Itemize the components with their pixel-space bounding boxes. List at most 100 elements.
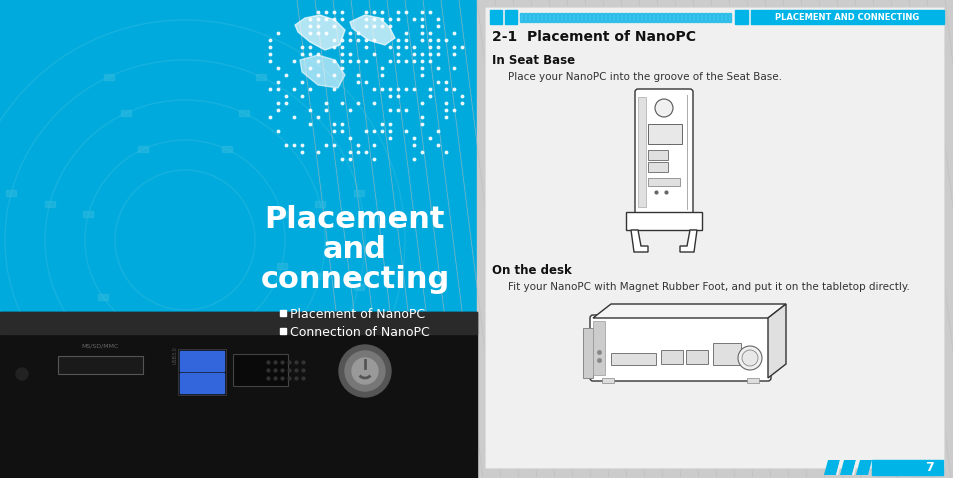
- Bar: [523, 13, 526, 22]
- Bar: [627, 13, 630, 22]
- Bar: [727, 13, 730, 22]
- Bar: [746, 378, 759, 383]
- Polygon shape: [582, 328, 593, 378]
- Bar: [679, 13, 682, 22]
- Text: Connection of NanoPC: Connection of NanoPC: [290, 326, 429, 339]
- Bar: [239, 110, 249, 116]
- Bar: [647, 162, 667, 172]
- Polygon shape: [823, 460, 840, 475]
- Bar: [656, 13, 659, 22]
- Bar: [314, 273, 325, 279]
- Bar: [593, 321, 604, 375]
- Bar: [58, 356, 143, 374]
- Bar: [610, 353, 656, 365]
- Bar: [178, 349, 226, 395]
- Bar: [607, 13, 610, 22]
- Bar: [237, 319, 247, 325]
- Bar: [283, 384, 293, 391]
- Bar: [536, 13, 538, 22]
- Bar: [723, 13, 726, 22]
- Bar: [579, 13, 582, 22]
- Circle shape: [16, 368, 28, 380]
- Text: 2-1  Placement of NanoPC: 2-1 Placement of NanoPC: [492, 30, 696, 44]
- Bar: [676, 13, 679, 22]
- Bar: [583, 13, 586, 22]
- Text: Placement: Placement: [265, 205, 445, 234]
- Bar: [587, 13, 590, 22]
- Bar: [121, 110, 131, 116]
- Bar: [663, 13, 666, 22]
- Bar: [104, 74, 113, 80]
- Bar: [619, 13, 622, 22]
- Bar: [567, 13, 571, 22]
- Bar: [504, 10, 517, 24]
- Bar: [599, 13, 602, 22]
- Bar: [871, 460, 942, 475]
- Bar: [280, 328, 286, 334]
- Bar: [0, 312, 476, 478]
- Text: Place your NanoPC into the groove of the Seat Base.: Place your NanoPC into the groove of the…: [507, 72, 781, 82]
- Circle shape: [338, 345, 391, 397]
- Bar: [519, 13, 522, 22]
- Bar: [625, 212, 701, 230]
- FancyBboxPatch shape: [484, 7, 944, 469]
- Text: In Seat Base: In Seat Base: [492, 54, 575, 67]
- Bar: [660, 350, 682, 364]
- Bar: [576, 13, 578, 22]
- Polygon shape: [855, 460, 871, 475]
- Bar: [623, 13, 626, 22]
- Bar: [314, 201, 325, 207]
- Bar: [354, 283, 363, 290]
- Text: PLACEMENT AND CONNECTING: PLACEMENT AND CONNECTING: [774, 12, 918, 22]
- Bar: [572, 13, 575, 22]
- Bar: [137, 146, 148, 152]
- Bar: [98, 294, 108, 300]
- Bar: [172, 337, 181, 343]
- Circle shape: [741, 350, 758, 366]
- Bar: [563, 13, 566, 22]
- Circle shape: [738, 346, 761, 370]
- Text: Fit your NanoPC with Magnet Rubber Foot, and put it on the tabletop directly.: Fit your NanoPC with Magnet Rubber Foot,…: [507, 282, 909, 292]
- Bar: [711, 13, 714, 22]
- Bar: [750, 10, 943, 24]
- Bar: [354, 190, 363, 196]
- Bar: [601, 378, 614, 383]
- Bar: [616, 13, 618, 22]
- Bar: [596, 13, 598, 22]
- Bar: [0, 312, 476, 334]
- Bar: [164, 416, 174, 423]
- Polygon shape: [593, 304, 785, 318]
- Polygon shape: [679, 230, 697, 252]
- Bar: [716, 13, 719, 22]
- Bar: [647, 150, 667, 160]
- Bar: [559, 13, 562, 22]
- Bar: [552, 13, 555, 22]
- Bar: [556, 13, 558, 22]
- Bar: [647, 13, 650, 22]
- FancyBboxPatch shape: [635, 89, 692, 215]
- Bar: [65, 317, 75, 323]
- Bar: [671, 13, 675, 22]
- Bar: [527, 13, 531, 22]
- Polygon shape: [851, 460, 857, 475]
- Bar: [696, 13, 699, 22]
- Bar: [0, 0, 476, 478]
- Bar: [83, 211, 93, 217]
- Bar: [687, 13, 690, 22]
- Bar: [647, 178, 679, 186]
- Bar: [712, 343, 740, 365]
- Polygon shape: [840, 460, 855, 475]
- Bar: [547, 13, 551, 22]
- Bar: [647, 124, 681, 144]
- Bar: [700, 13, 702, 22]
- Bar: [703, 13, 706, 22]
- Bar: [45, 201, 54, 207]
- Bar: [636, 13, 639, 22]
- Polygon shape: [630, 230, 647, 252]
- Bar: [168, 377, 177, 382]
- Circle shape: [345, 351, 385, 391]
- Bar: [659, 13, 662, 22]
- Text: Placement of NanoPC: Placement of NanoPC: [290, 308, 425, 321]
- Bar: [276, 211, 286, 217]
- Bar: [233, 354, 288, 386]
